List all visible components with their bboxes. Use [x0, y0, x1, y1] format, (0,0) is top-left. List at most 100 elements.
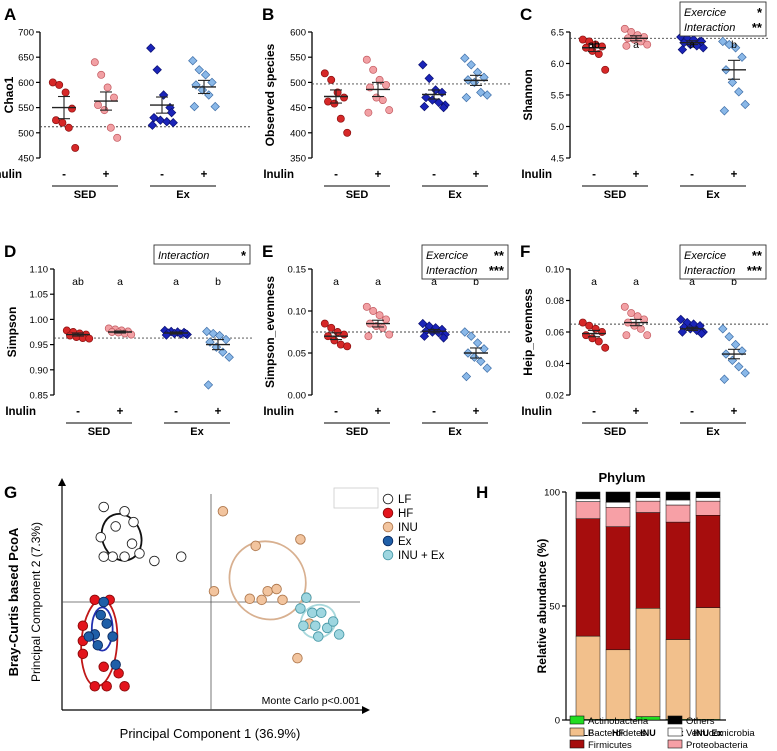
- stacked-bar-segment: [605, 491, 631, 503]
- pcoa-point: [89, 680, 101, 692]
- stacked-bar-segment: [575, 491, 601, 500]
- data-point: [375, 311, 384, 320]
- pcoa-point: [77, 648, 89, 660]
- x-axis-arrow: [362, 706, 370, 714]
- data-point: [55, 80, 64, 89]
- inulin-label: Inulin: [521, 169, 552, 181]
- legend-label: HF: [398, 508, 413, 520]
- pcoa-point: [208, 585, 220, 597]
- stacked-bar-segment: [635, 500, 661, 513]
- stats-box: [421, 244, 509, 280]
- data-point: [378, 323, 387, 332]
- data-point: [482, 363, 492, 373]
- data-point: [162, 117, 172, 127]
- pcoa-point: [256, 594, 267, 606]
- pcoa-point: [77, 620, 89, 632]
- data-point: [718, 36, 728, 47]
- data-point: [476, 356, 486, 367]
- data-point: [594, 337, 603, 346]
- data-point: [419, 101, 430, 112]
- pcoa-point: [95, 531, 106, 543]
- y-tick-label: 500: [290, 78, 306, 89]
- panel-letter: D: [4, 242, 16, 261]
- legend-label: LF: [398, 494, 411, 506]
- stats-significance: ***: [489, 263, 505, 278]
- stacked-bar-segment: [605, 507, 631, 527]
- panel-letter: B: [262, 5, 274, 24]
- y-axis-label: Heip_evenness: [521, 288, 535, 376]
- data-point: [438, 102, 449, 113]
- data-point: [421, 92, 431, 103]
- stacked-bar-segment: [575, 501, 601, 519]
- stacked-bar-segment: [575, 498, 601, 502]
- data-point: [696, 36, 707, 47]
- y-tick-label: 600: [290, 28, 306, 39]
- inulin-sign: -: [690, 406, 694, 418]
- stacked-bar-segment: [575, 518, 601, 637]
- inulin-sign: -: [592, 169, 596, 181]
- data-point: [385, 106, 394, 115]
- legend-swatch: [569, 739, 585, 749]
- pcoa-point: [98, 596, 109, 608]
- data-point: [585, 37, 594, 46]
- group-ellipse: [100, 513, 143, 562]
- pcoa-point: [95, 609, 106, 621]
- inulin-sign: +: [117, 406, 124, 418]
- data-point: [166, 107, 177, 118]
- stacked-bar-segment: [635, 512, 661, 609]
- y-tick-label: 0.08: [546, 296, 565, 307]
- x-tick-label: HF: [612, 728, 624, 738]
- stats-label: Interaction: [158, 250, 209, 262]
- pcoa-point: [126, 538, 138, 549]
- data-point: [149, 112, 159, 123]
- stacked-bar-segment: [665, 639, 691, 720]
- data-point: [224, 352, 234, 362]
- monte-carlo-annotation: Monte Carlo p<0.001: [262, 695, 361, 707]
- legend-label: Proteobacteria: [686, 740, 749, 751]
- data-point: [418, 60, 428, 70]
- data-point: [85, 334, 94, 343]
- data-point: [461, 371, 472, 382]
- data-point: [601, 343, 610, 352]
- y-tick-label: 5.5: [551, 91, 564, 102]
- y-axis-label: Simpson: [5, 307, 19, 358]
- inulin-sign: -: [432, 169, 436, 181]
- legend-swatch: [667, 739, 683, 749]
- y-tick-label: 0.85: [30, 391, 49, 402]
- y-tick-label: 0: [555, 716, 560, 727]
- stacked-bar-segment: [635, 608, 661, 717]
- significance-letter: a: [633, 276, 639, 288]
- y-axis-arrow: [58, 478, 66, 486]
- pcoa-point: [262, 585, 273, 597]
- legend-swatch: [569, 715, 585, 725]
- y-tick-label: 0.10: [546, 265, 565, 276]
- group-label-ex: Ex: [176, 189, 190, 201]
- y-tick-label: 500: [18, 128, 34, 139]
- inulin-label: Inulin: [263, 169, 294, 181]
- data-point: [378, 96, 387, 104]
- data-point: [727, 77, 738, 88]
- inulin-sign: -: [334, 406, 338, 418]
- legend-swatch: [667, 715, 683, 725]
- y-tick-label: 1.05: [30, 290, 49, 301]
- legend-label: Actinobacteria: [588, 716, 649, 727]
- stats-label: Exercice: [426, 250, 468, 262]
- pcoa-point: [327, 616, 339, 627]
- legend-label: Verrucomicrobia: [686, 728, 755, 739]
- y-tick-label: 700: [18, 28, 34, 39]
- data-point: [643, 40, 652, 49]
- data-point: [601, 65, 610, 74]
- data-point: [127, 330, 136, 339]
- stats-label: Interaction: [426, 265, 477, 277]
- group-label-ex: Ex: [706, 426, 720, 438]
- data-point: [207, 77, 217, 88]
- y-tick-label: 0.05: [288, 349, 307, 360]
- data-point: [438, 333, 449, 343]
- data-point: [343, 342, 352, 351]
- stacked-bar-segment: [605, 526, 631, 651]
- significance-letter: ab: [588, 39, 600, 51]
- legend-marker: [382, 521, 394, 533]
- inulin-sign: +: [473, 169, 480, 181]
- y-axis-label: Simpson_evenness: [263, 276, 277, 388]
- significance-letter: b: [731, 39, 737, 51]
